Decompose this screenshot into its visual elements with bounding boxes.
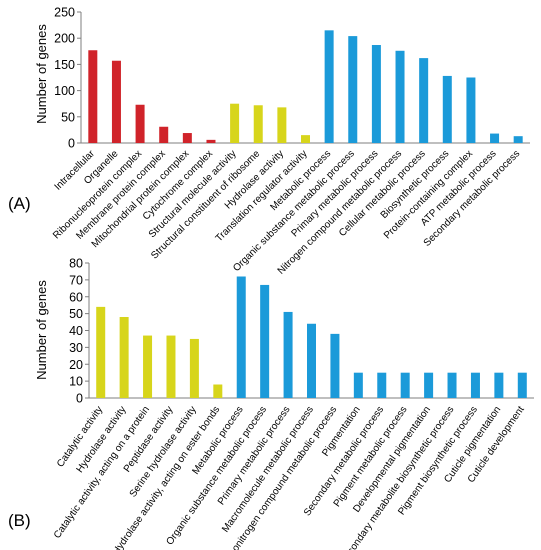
bar	[395, 50, 405, 143]
bar	[230, 103, 240, 143]
bar	[307, 323, 316, 398]
bar	[513, 136, 523, 143]
y-tick-label: 80	[69, 257, 83, 271]
panel-b-y-axis-title: Number of genes	[34, 280, 49, 380]
bar	[143, 335, 153, 398]
bar	[96, 306, 106, 398]
y-tick-label: 100	[54, 84, 75, 98]
bar	[166, 335, 176, 398]
bar	[400, 372, 410, 398]
bar	[189, 338, 199, 398]
bar	[135, 104, 145, 143]
bar	[119, 317, 129, 398]
bar	[236, 276, 246, 398]
bar	[301, 135, 310, 143]
y-tick-label: 150	[54, 58, 75, 72]
bar	[447, 372, 457, 398]
bar	[111, 60, 121, 144]
bar	[182, 133, 192, 143]
y-tick-label: 70	[69, 273, 83, 287]
bar	[353, 372, 363, 398]
y-tick-label: 250	[54, 6, 75, 20]
bar	[88, 50, 98, 143]
y-tick-label: 0	[68, 137, 75, 151]
y-tick-label: 30	[69, 341, 83, 355]
bar	[260, 284, 270, 398]
bar	[377, 372, 387, 398]
bar	[213, 384, 223, 398]
bar	[466, 77, 476, 143]
panel-a-y-axis-title: Number of genes	[34, 24, 49, 124]
y-tick-label: 50	[69, 307, 83, 321]
panel-b-label: (B)	[8, 511, 31, 530]
bar	[159, 126, 169, 143]
bar	[206, 139, 216, 143]
panel-b-chart: (B) Number of genes 01020304050607080Cat…	[8, 257, 534, 550]
bar	[324, 30, 334, 144]
bar	[419, 58, 429, 143]
y-tick-label: 0	[76, 392, 83, 406]
y-tick-label: 20	[69, 358, 83, 372]
bar	[253, 105, 263, 143]
bar	[348, 36, 358, 143]
bar	[283, 311, 293, 398]
y-tick-label: 40	[69, 324, 83, 338]
bar	[517, 372, 527, 398]
bar	[330, 333, 340, 398]
y-tick-label: 60	[69, 290, 83, 304]
bar	[490, 133, 500, 143]
panel-a-label: (A)	[8, 194, 31, 213]
bar	[424, 372, 434, 398]
bar	[277, 107, 287, 143]
bar	[371, 45, 381, 143]
bar	[470, 372, 480, 398]
y-tick-label: 200	[54, 32, 75, 46]
bar	[494, 372, 504, 398]
y-tick-label: 10	[69, 375, 83, 389]
panel-a-chart: (A) Number of genes 050100150200250Intra…	[8, 6, 530, 277]
y-tick-label: 50	[61, 110, 75, 124]
bar	[442, 75, 452, 143]
